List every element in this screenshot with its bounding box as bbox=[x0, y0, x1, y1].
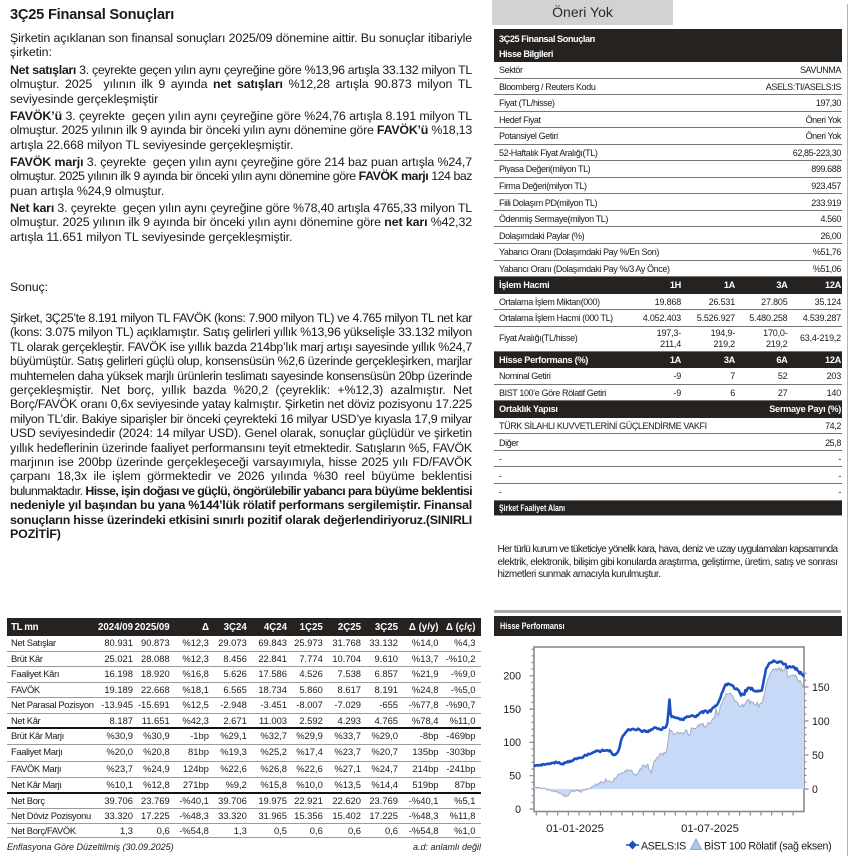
svg-text:100: 100 bbox=[503, 737, 521, 749]
svg-text:100: 100 bbox=[812, 716, 830, 728]
svg-text:150: 150 bbox=[503, 704, 521, 716]
svg-text:01-01-2025: 01-01-2025 bbox=[546, 823, 604, 835]
svg-text:0: 0 bbox=[515, 804, 521, 816]
svg-text:ASELS:IS: ASELS:IS bbox=[641, 841, 686, 853]
svg-text:150: 150 bbox=[812, 682, 830, 694]
svg-text:200: 200 bbox=[503, 671, 521, 683]
svg-text:01-07-2025: 01-07-2025 bbox=[681, 823, 739, 835]
svg-text:0: 0 bbox=[812, 784, 818, 796]
svg-text:50: 50 bbox=[812, 750, 824, 762]
svg-text:BİST 100 Rölatif (sağ eksen): BİST 100 Rölatif (sağ eksen) bbox=[704, 840, 831, 853]
svg-text:50: 50 bbox=[509, 771, 521, 783]
